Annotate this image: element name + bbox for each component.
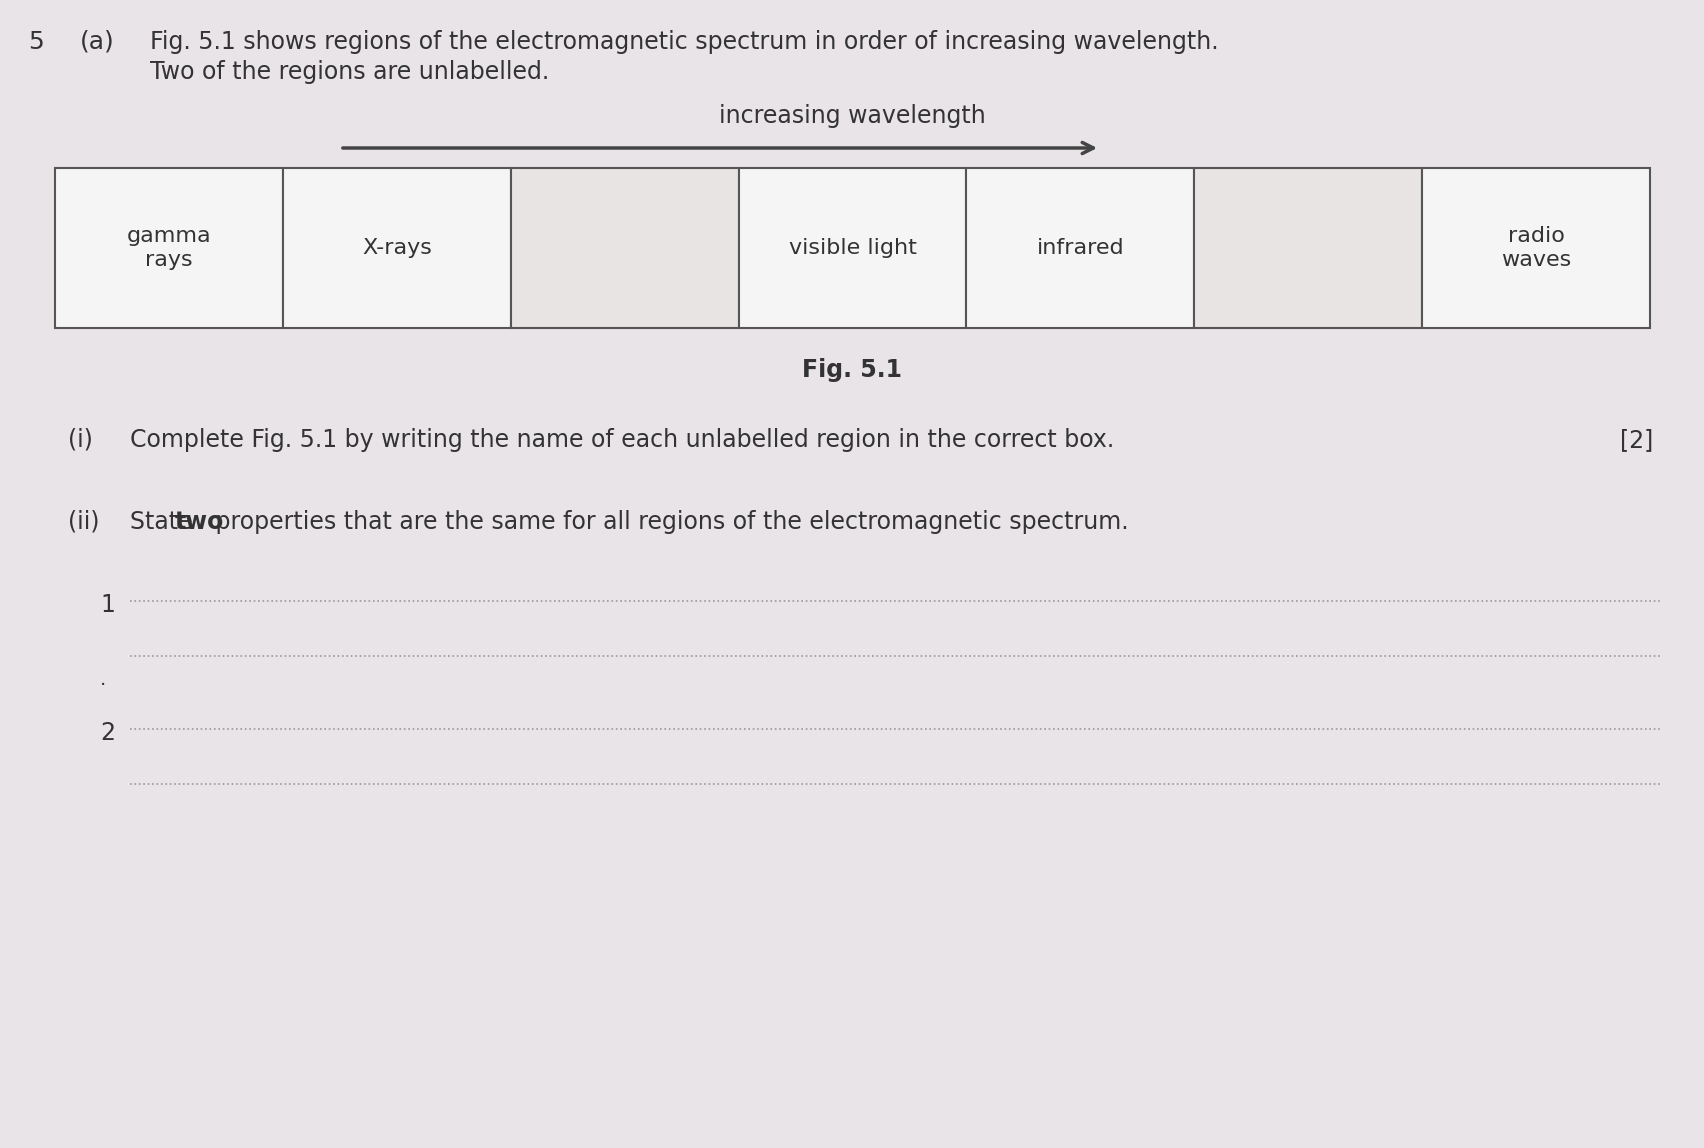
Text: Fig. 5.1 shows regions of the electromagnetic spectrum in order of increasing wa: Fig. 5.1 shows regions of the electromag… [150,30,1218,54]
FancyBboxPatch shape [283,168,511,328]
Text: (a): (a) [80,30,114,54]
Text: (i): (i) [68,428,94,452]
Text: [2]: [2] [1621,428,1653,452]
Text: properties that are the same for all regions of the electromagnetic spectrum.: properties that are the same for all reg… [208,510,1128,534]
Text: Complete Fig. 5.1 by writing the name of each unlabelled region in the correct b: Complete Fig. 5.1 by writing the name of… [130,428,1114,452]
FancyBboxPatch shape [511,168,738,328]
Text: 2: 2 [101,721,114,745]
Text: X-rays: X-rays [361,238,431,258]
Text: gamma
rays: gamma rays [126,226,211,270]
FancyBboxPatch shape [738,168,966,328]
Text: State: State [130,510,199,534]
Text: infrared: infrared [1036,238,1125,258]
Text: radio
waves: radio waves [1501,226,1571,270]
Text: visible light: visible light [789,238,917,258]
Text: two: two [176,510,225,534]
Text: (ii): (ii) [68,510,99,534]
FancyBboxPatch shape [966,168,1195,328]
Text: 5: 5 [27,30,44,54]
Text: Fig. 5.1: Fig. 5.1 [803,358,901,382]
Text: Two of the regions are unlabelled.: Two of the regions are unlabelled. [150,60,549,84]
Text: increasing wavelength: increasing wavelength [719,104,985,127]
Text: ·: · [101,676,106,695]
Text: 1: 1 [101,594,114,616]
FancyBboxPatch shape [1423,168,1649,328]
FancyBboxPatch shape [1195,168,1423,328]
FancyBboxPatch shape [55,168,283,328]
